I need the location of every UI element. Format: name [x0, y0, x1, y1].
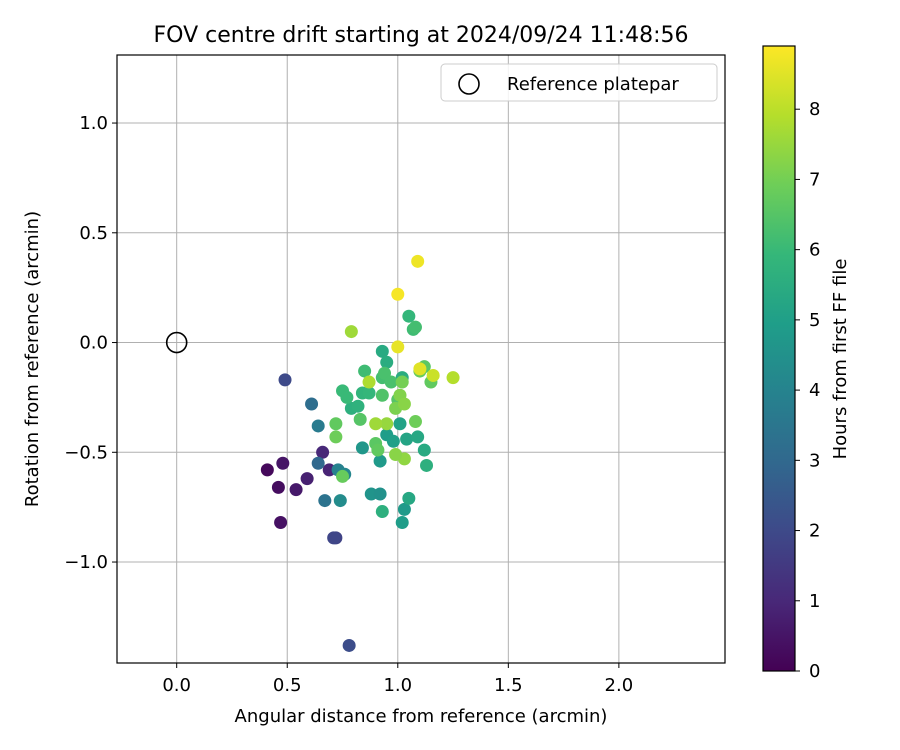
data-point: [380, 355, 394, 369]
data-point: [446, 371, 460, 385]
data-point: [369, 417, 383, 431]
data-point: [375, 344, 389, 358]
x-tick-label: 0.0: [162, 675, 191, 696]
legend-box: [440, 63, 718, 102]
reference-platepar-marker: [165, 331, 188, 354]
y-axis-ticks: 1.0 0.5 0.0 −0.5 −1.0: [64, 113, 117, 573]
data-point: [413, 362, 427, 376]
data-point: [344, 325, 358, 339]
colorbar-label: Hours from first FF file: [830, 259, 851, 460]
colorbar-tick-label: 1: [809, 591, 820, 612]
data-point: [340, 390, 354, 404]
data-point: [362, 386, 376, 400]
data-point: [373, 454, 387, 468]
data-point: [400, 432, 414, 446]
legend-marker-icon: [458, 73, 480, 95]
y-tick-label: 0.0: [79, 333, 108, 354]
data-point: [358, 364, 372, 378]
data-point: [375, 388, 389, 402]
data-point: [362, 375, 376, 389]
data-point: [391, 340, 405, 354]
y-tick-label: −1.0: [64, 552, 108, 573]
data-point: [393, 417, 407, 431]
data-point: [351, 399, 365, 413]
data-point: [384, 375, 398, 389]
x-tick-label: 1.0: [383, 675, 412, 696]
data-point: [311, 456, 325, 470]
data-point: [311, 419, 325, 433]
data-point: [402, 309, 416, 323]
data-point: [371, 443, 385, 457]
data-point: [300, 472, 314, 486]
x-tick-label: 0.5: [273, 675, 302, 696]
data-point: [353, 412, 367, 426]
legend-label: Reference platepar: [507, 74, 679, 95]
colorbar-tick-label: 7: [809, 169, 820, 190]
data-point: [411, 430, 425, 444]
legend: Reference platepar: [440, 63, 718, 102]
data-point: [289, 483, 303, 497]
data-point: [391, 287, 405, 301]
data-point: [397, 397, 411, 411]
grid-lines: [117, 55, 725, 663]
data-point: [276, 456, 290, 470]
colorbar-tick-label: 2: [809, 521, 820, 542]
data-point: [420, 458, 434, 472]
data-point: [342, 638, 356, 652]
x-tick-label: 1.5: [494, 675, 523, 696]
data-point: [329, 417, 343, 431]
x-tick-label: 2.0: [605, 675, 634, 696]
data-point: [278, 373, 292, 387]
data-point: [274, 516, 288, 530]
colorbar-tick-label: 8: [809, 99, 820, 120]
data-point: [329, 430, 343, 444]
y-tick-label: 0.5: [79, 223, 108, 244]
y-tick-label: −0.5: [64, 442, 108, 463]
colorbar-tick-label: 5: [809, 310, 820, 331]
x-axis-ticks: 0.0 0.5 1.0 1.5 2.0: [162, 663, 633, 696]
data-point: [386, 434, 400, 448]
plot-frame: [116, 54, 726, 664]
data-point: [408, 415, 422, 429]
colorbar-tick-label: 3: [809, 450, 820, 471]
colorbar: [762, 45, 796, 672]
colorbar-tick-label: 4: [809, 380, 820, 401]
data-point: [373, 487, 387, 501]
data-point: [375, 505, 389, 519]
chart-title: FOV centre drift starting at 2024/09/24 …: [154, 23, 689, 48]
data-point: [395, 375, 409, 389]
data-point: [395, 516, 409, 530]
data-point: [305, 397, 319, 411]
data-point: [402, 491, 416, 505]
data-point: [271, 480, 285, 494]
y-tick-label: 1.0: [79, 113, 108, 134]
data-point: [380, 417, 394, 431]
data-point: [318, 494, 332, 508]
data-point: [336, 469, 350, 483]
x-axis-label: Angular distance from reference (arcmin): [235, 706, 608, 727]
colorbar-tick-label: 0: [809, 661, 820, 682]
data-point: [260, 463, 274, 477]
colorbar-tick-label: 6: [809, 240, 820, 261]
colorbar-ticks: 0 1 2 3 4 5 6 7 8: [795, 99, 820, 682]
data-point: [417, 443, 431, 457]
y-axis-label: Rotation from reference (arcmin): [22, 211, 43, 507]
data-point: [355, 441, 369, 455]
data-point: [426, 368, 440, 382]
data-point: [408, 320, 422, 334]
data-point: [389, 447, 403, 461]
data-point: [327, 531, 341, 545]
data-point: [411, 254, 425, 268]
data-point: [333, 494, 347, 508]
data-point: [316, 445, 330, 459]
data-point: [397, 502, 411, 516]
data-points: [260, 254, 460, 652]
